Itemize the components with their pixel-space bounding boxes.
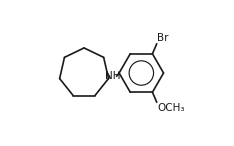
Text: OCH₃: OCH₃ [157,103,185,113]
Text: Br: Br [157,33,169,43]
Text: NH: NH [105,71,121,81]
